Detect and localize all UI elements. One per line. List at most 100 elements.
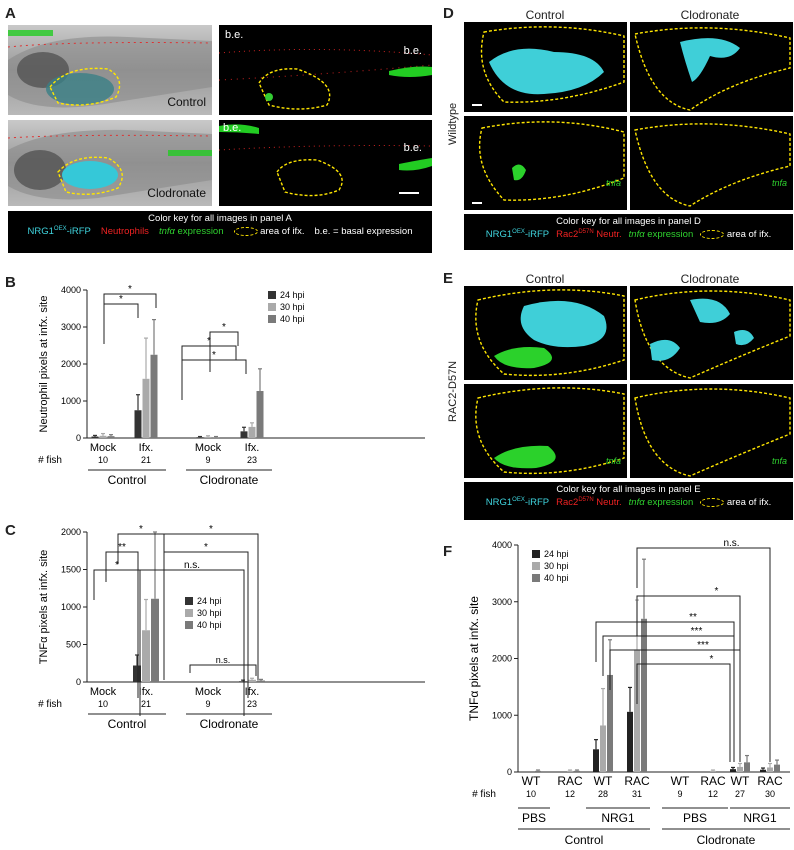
y-tick-label: 1500	[61, 565, 81, 575]
panel-label-e: E	[443, 270, 454, 287]
significance-bracket	[602, 635, 735, 762]
key-expression-text: expression	[644, 229, 694, 240]
category-label: Mock	[90, 442, 117, 454]
key-tnfa-italic: tnfα	[628, 497, 645, 508]
panelA-control-label: Control	[167, 95, 206, 109]
fluorescence-image	[634, 290, 791, 379]
legend-swatch	[185, 621, 193, 629]
condition-label: Control	[108, 717, 147, 731]
key-nrg1-text: NRG1	[485, 497, 513, 509]
legend-label: 24 hpi	[544, 549, 569, 559]
fish-count: 23	[247, 455, 257, 465]
category-label: WT	[731, 774, 750, 788]
dashed-outline-icon	[700, 229, 725, 239]
fish-count: 10	[98, 455, 108, 465]
significance-bracket	[636, 547, 771, 762]
significance-bracket	[93, 569, 141, 716]
fluorescence-image	[475, 387, 625, 475]
key-area: area of ifx.	[233, 226, 305, 237]
significance-label: n.s.	[216, 655, 231, 665]
panelE-clodronate-bottom: tnfa	[630, 384, 793, 478]
key-expression-text: expression	[174, 226, 224, 237]
panelD-color-key: Color key for all images in panel D NRG1…	[464, 214, 793, 250]
legend-swatch	[268, 291, 276, 299]
legend-swatch	[532, 550, 540, 558]
fish-count: 9	[205, 699, 210, 709]
significance-bracket	[181, 345, 237, 386]
key-nrg1-text: NRG1	[485, 229, 513, 241]
fish-label: # fish	[38, 699, 62, 710]
y-axis-label: TNFα pixels at infx. site	[38, 550, 50, 665]
panelA-control-brightfield: Control	[8, 25, 212, 115]
fish-count: 10	[526, 789, 536, 799]
y-tick-label: 4000	[61, 285, 81, 295]
significance-label: n.s.	[184, 560, 200, 571]
fish-count: 12	[708, 789, 718, 799]
legend-label: 40 hpi	[280, 314, 305, 324]
condition-label: Clodronate	[697, 833, 756, 847]
legend-swatch	[532, 562, 540, 570]
category-label: Ifx.	[139, 686, 154, 698]
significance-label: *	[209, 524, 213, 535]
fluorescence-image	[475, 289, 625, 377]
category-label: Mock	[195, 442, 222, 454]
panelE-tnfa-label-2: tnfa	[771, 456, 787, 466]
significance-label: *	[204, 542, 208, 553]
bar	[574, 770, 580, 772]
significance-label: *	[139, 524, 143, 535]
fluorescence-image	[472, 121, 625, 204]
significance-label: ***	[691, 626, 703, 637]
panelE-control-header: Control	[525, 272, 565, 286]
y-axis-label: Neutrophil pixels at infx. site	[38, 296, 50, 433]
bar	[150, 354, 158, 438]
legend-label: 40 hpi	[197, 620, 222, 630]
significance-label: *	[115, 560, 119, 571]
key-rac2-text: Rac2	[556, 497, 579, 509]
category-label: WT	[522, 774, 541, 788]
significance-label: *	[207, 336, 211, 347]
bar	[99, 435, 107, 438]
panelA-clodronate-label: Clodronate	[147, 186, 206, 200]
y-tick-label: 2000	[61, 527, 81, 537]
panel-label-c: C	[5, 522, 16, 539]
y-tick-label: 0	[76, 433, 81, 443]
bar	[142, 378, 150, 438]
key-expression-text: expression	[644, 497, 694, 508]
fish-count: 30	[765, 789, 775, 799]
key-tnfa: tnfα expression	[629, 229, 694, 240]
category-label: Ifx.	[245, 442, 260, 454]
fish-count: 23	[247, 699, 257, 709]
bar	[710, 770, 716, 772]
key-tnfa: tnfα expression	[159, 226, 224, 237]
panelD-row-label: Wildtype	[447, 102, 459, 145]
category-label: Mock	[195, 686, 222, 698]
dashed-outline-icon	[700, 497, 725, 507]
panelD-key-title: Color key for all images in panel D	[556, 216, 701, 227]
significance-label: *	[715, 586, 719, 597]
significance-bracket	[209, 331, 239, 372]
key-nrg1-label: NRG1OEX-iRFP	[28, 226, 91, 237]
category-label: WT	[594, 774, 613, 788]
bar	[641, 618, 647, 772]
significance-label: **	[689, 612, 697, 623]
panel-label-a: A	[5, 5, 16, 22]
fluorescence-image	[634, 27, 791, 111]
panelD-tnfa-label-2: tnfa	[771, 178, 787, 188]
category-label: RAC	[557, 774, 583, 788]
chart-f-tnfa-pixels: 0 1000 2000 3000 4000 TNFα pixels at infx. si…	[467, 538, 790, 847]
dashed-outline-icon	[233, 226, 258, 236]
panelD-control-bottom: tnfa	[464, 116, 627, 210]
bar	[607, 674, 613, 772]
category-label: Mock	[90, 686, 117, 698]
bar	[204, 436, 212, 438]
panelA-be-label-4: b.e.	[403, 142, 422, 154]
fish-count: 10	[98, 699, 108, 709]
bar	[240, 431, 248, 438]
bar	[248, 426, 256, 438]
significance-label: ***	[697, 640, 709, 651]
condition-label: Control	[108, 473, 147, 487]
y-tick-label: 3000	[492, 597, 512, 607]
bar	[91, 436, 99, 438]
bar	[730, 769, 736, 772]
significance-label: *	[119, 294, 123, 305]
